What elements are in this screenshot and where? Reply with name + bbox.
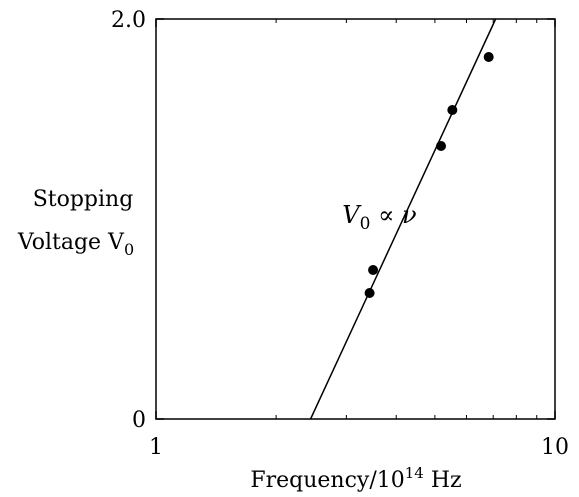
data-point-3 (447, 105, 458, 115)
axis-ticks (155, 18, 556, 420)
data-point-4 (483, 52, 494, 62)
x-axis-label-sup: 14 (405, 464, 424, 482)
x-axis-label-main: Frequency/10 (250, 468, 404, 493)
y-axis-label-sub: 0 (124, 240, 134, 259)
y-axis-label-line2: Voltage V0 (17, 230, 134, 259)
data-points (364, 52, 494, 298)
y-tick-label-1: 2.0 (111, 8, 146, 33)
fit-line (309, 18, 497, 420)
annotation-rest: ∝ ν (370, 201, 416, 229)
x-axis-label-unit: Hz (424, 468, 462, 493)
data-point-1 (368, 265, 379, 275)
plot-frame (155, 18, 556, 420)
y-tick-label-0: 0 (132, 408, 146, 433)
data-point-0 (364, 288, 375, 298)
axis-tick-labels: 0 2.0 1 10 (111, 8, 569, 460)
x-tick-label-0: 1 (149, 435, 163, 460)
x-tick-label-1: 10 (541, 435, 569, 460)
x-axis-label: Frequency/1014 Hz (250, 464, 461, 493)
y-axis-label-line1: Stopping (33, 187, 134, 212)
data-point-2 (436, 141, 447, 151)
annotation-main: V (342, 201, 362, 229)
annotation-sub: 0 (360, 214, 371, 234)
proportionality-annotation: V0 ∝ ν (342, 201, 416, 234)
y-axis-label-main: Voltage V (17, 230, 125, 255)
